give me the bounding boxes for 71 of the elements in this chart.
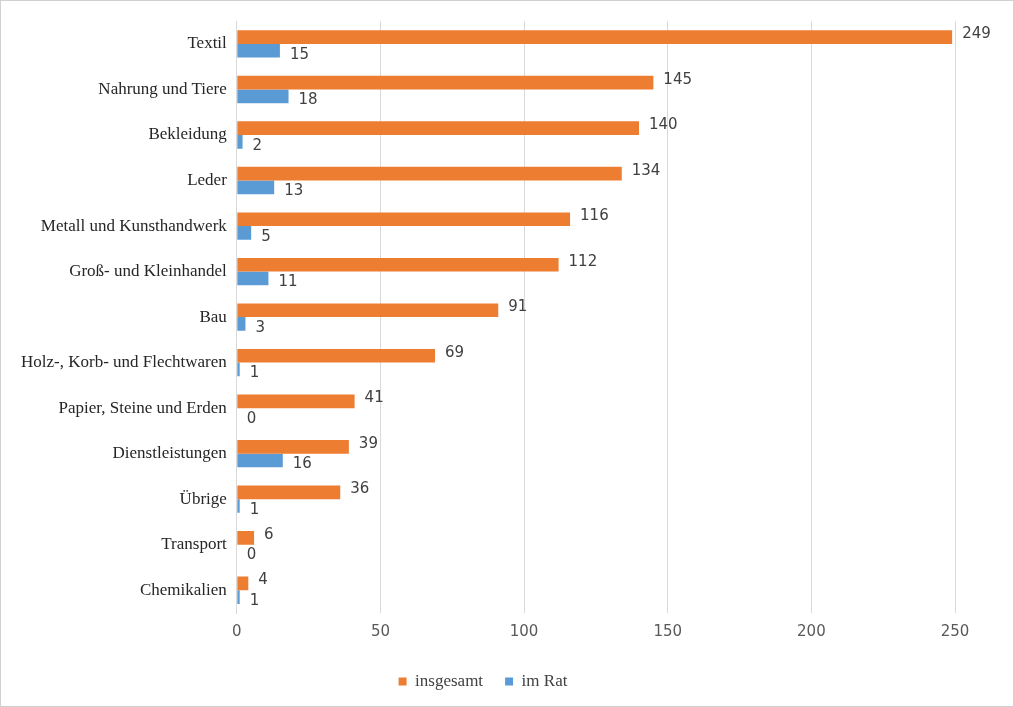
data-label: 39 (358, 433, 378, 452)
data-label: 0 (246, 408, 257, 427)
data-label: 18 (298, 90, 318, 109)
bar (237, 271, 269, 286)
bar (237, 226, 252, 240)
y-tick-label: Metall und Kunsthandwerk (40, 215, 228, 235)
bar (237, 166, 622, 181)
y-tick-label: Dienstleistungen (112, 443, 228, 463)
y-tick-label: Nahrung und Tiere (98, 78, 227, 98)
y-tick-label: Groß- und Kleinhandel (69, 261, 228, 281)
data-label: 1 (249, 590, 260, 609)
y-tick-label: Bau (199, 306, 228, 326)
data-label: 145 (663, 69, 693, 88)
bar (237, 43, 280, 58)
bar (237, 212, 571, 227)
bar (237, 394, 355, 409)
bar (237, 180, 275, 195)
bar (237, 576, 249, 591)
bar (237, 362, 240, 377)
x-tick-label: 250 (940, 621, 970, 640)
bar (237, 531, 255, 545)
y-tick-label: Leder (187, 170, 228, 189)
bar (237, 440, 349, 454)
legend-label: im Rat (521, 670, 568, 690)
x-tick-label: 50 (370, 621, 391, 640)
bar (237, 30, 953, 44)
y-tick-label: Papier, Steine und Erden (58, 397, 228, 417)
data-label: 5 (261, 226, 271, 245)
y-tick-label: Holz-, Korb- und Flechtwaren (21, 352, 228, 372)
bar (237, 348, 436, 363)
bar (237, 590, 240, 604)
y-tick-label: Übrige (179, 488, 227, 508)
x-tick-label: 0 (232, 621, 242, 640)
bar (237, 75, 654, 90)
data-label: 134 (631, 160, 661, 179)
data-label: 11 (278, 272, 298, 291)
data-label: 3 (255, 317, 265, 336)
data-label: 69 (445, 342, 465, 361)
bar (237, 89, 289, 104)
y-tick-label: Bekleidung (148, 124, 228, 144)
bar (237, 303, 499, 318)
y-tick-label: Textil (187, 33, 228, 53)
bar (237, 485, 341, 500)
data-label: 1 (249, 363, 260, 382)
data-label: 36 (350, 479, 370, 498)
data-label: 116 (580, 206, 609, 225)
bar (237, 317, 246, 331)
data-label: 4 (258, 570, 268, 589)
bar (237, 257, 559, 272)
y-tick-label: Transport (161, 534, 228, 554)
x-tick-label: 150 (653, 621, 683, 640)
data-label: 6 (264, 524, 274, 543)
data-label: 16 (292, 454, 312, 473)
data-label: 13 (284, 181, 304, 200)
data-label: 41 (364, 388, 384, 407)
bar (237, 453, 283, 468)
data-label: 140 (649, 115, 678, 134)
bar (237, 499, 240, 513)
bar (237, 135, 243, 149)
data-label: 2 (252, 135, 263, 154)
data-label: 112 (568, 251, 598, 270)
bar (237, 121, 639, 136)
data-label: 1 (249, 499, 260, 518)
data-label: 0 (246, 545, 257, 564)
x-tick-label: 100 (509, 621, 539, 640)
data-label: 249 (962, 24, 991, 43)
data-label: 91 (508, 297, 528, 316)
data-label: 15 (289, 44, 310, 63)
y-tick-label: Chemikalien (139, 579, 228, 599)
x-tick-label: 200 (797, 621, 826, 640)
legend-label: insgesamt (415, 670, 484, 690)
